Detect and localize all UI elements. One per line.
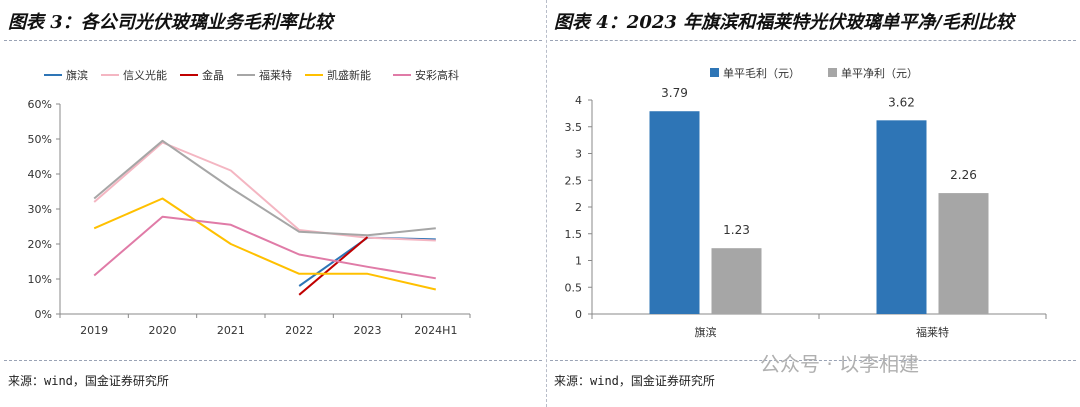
- series-line: [93, 141, 436, 242]
- bar-value-label: 2.26: [950, 168, 977, 182]
- y-tick-label: 2.5: [565, 174, 583, 187]
- y-tick-label: 1: [575, 255, 582, 268]
- series-line: [93, 215, 436, 280]
- left-chart-title: 图表 3：各公司光伏玻璃业务毛利率比较: [8, 12, 333, 33]
- left-title-rule: [4, 40, 542, 41]
- x-tick-label: 旗滨: [695, 325, 717, 339]
- series-line: [298, 236, 369, 296]
- y-tick-label: 0%: [35, 308, 52, 321]
- y-tick-label: 30%: [28, 203, 52, 216]
- bar-value-label: 1.23: [723, 223, 750, 237]
- x-tick-label: 2020: [149, 324, 177, 337]
- y-tick-label: 4: [575, 94, 582, 107]
- legend-label: 旗滨: [66, 68, 88, 82]
- bar-value-label: 3.79: [661, 86, 688, 100]
- panel-divider: [546, 0, 547, 407]
- y-tick-label: 0.5: [565, 281, 583, 294]
- legend-label: 单平净利（元）: [841, 66, 918, 80]
- y-tick-label: 3: [575, 148, 582, 161]
- series-line: [93, 197, 437, 291]
- right-source-note: 来源：wind，国金证券研究所: [554, 374, 715, 388]
- legend-label: 金晶: [202, 68, 224, 82]
- x-tick-label: 2024H1: [414, 324, 457, 337]
- series-line: [93, 139, 436, 237]
- right-source-rule: [550, 360, 1076, 361]
- bar: [876, 120, 927, 314]
- legend-label: 凯盛新能: [327, 68, 371, 82]
- legend-swatch: [710, 68, 719, 77]
- bar-chart: 0 0.5 1 1.5 2 2.5 3 3.5 4 旗滨 福莱特 单平毛利（元） 单平净利（元） 3.79…: [565, 66, 1047, 339]
- y-tick-label: 20%: [28, 238, 52, 251]
- left-chart-panel: 图表 3：各公司光伏玻璃业务毛利率比较 0% 10% 20% 30% 40% 50% 60%…: [4, 12, 542, 388]
- line-chart: 0% 10% 20% 30% 40% 50% 60% 2019 2020 2021 2022 2023…: [28, 68, 471, 337]
- y-tick-label: 1.5: [565, 228, 583, 241]
- y-tick-label: 2: [575, 201, 582, 214]
- right-chart-title: 图表 4：2023 年旗滨和福莱特光伏玻璃单平净/毛利比较: [554, 12, 1014, 33]
- bar: [711, 248, 762, 314]
- bar: [649, 111, 700, 314]
- x-tick-label: 2019: [80, 324, 108, 337]
- x-tick-label: 2023: [354, 324, 382, 337]
- y-tick-label: 40%: [28, 168, 52, 181]
- legend-label: 单平毛利（元）: [723, 67, 800, 80]
- x-tick-label: 2022: [285, 324, 313, 337]
- watermark-text: 公众号 · 以李相建: [760, 352, 920, 376]
- y-tick-label: 3.5: [565, 121, 583, 134]
- legend-label: 信义光能: [123, 68, 167, 82]
- y-tick-label: 10%: [28, 273, 52, 286]
- y-tick-label: 0: [575, 308, 582, 321]
- right-chart-panel: 图表 4：2023 年旗滨和福莱特光伏玻璃单平净/毛利比较 0 0.5 1 1.5 2 2…: [546, 0, 1080, 407]
- x-tick-label: 福莱特: [916, 325, 949, 339]
- legend-label: 福莱特: [259, 68, 292, 82]
- left-source-rule: [4, 360, 542, 361]
- x-tick-label: 2021: [217, 324, 245, 337]
- left-source-note: 来源：wind，国金证券研究所: [8, 374, 169, 388]
- bar: [938, 193, 989, 314]
- y-tick-label: 50%: [28, 133, 52, 146]
- y-tick-label: 60%: [28, 98, 52, 111]
- bar-value-label: 3.62: [888, 95, 915, 109]
- legend-swatch: [828, 68, 837, 77]
- legend-label: 安彩高科: [415, 68, 459, 82]
- right-title-rule: [550, 40, 1076, 41]
